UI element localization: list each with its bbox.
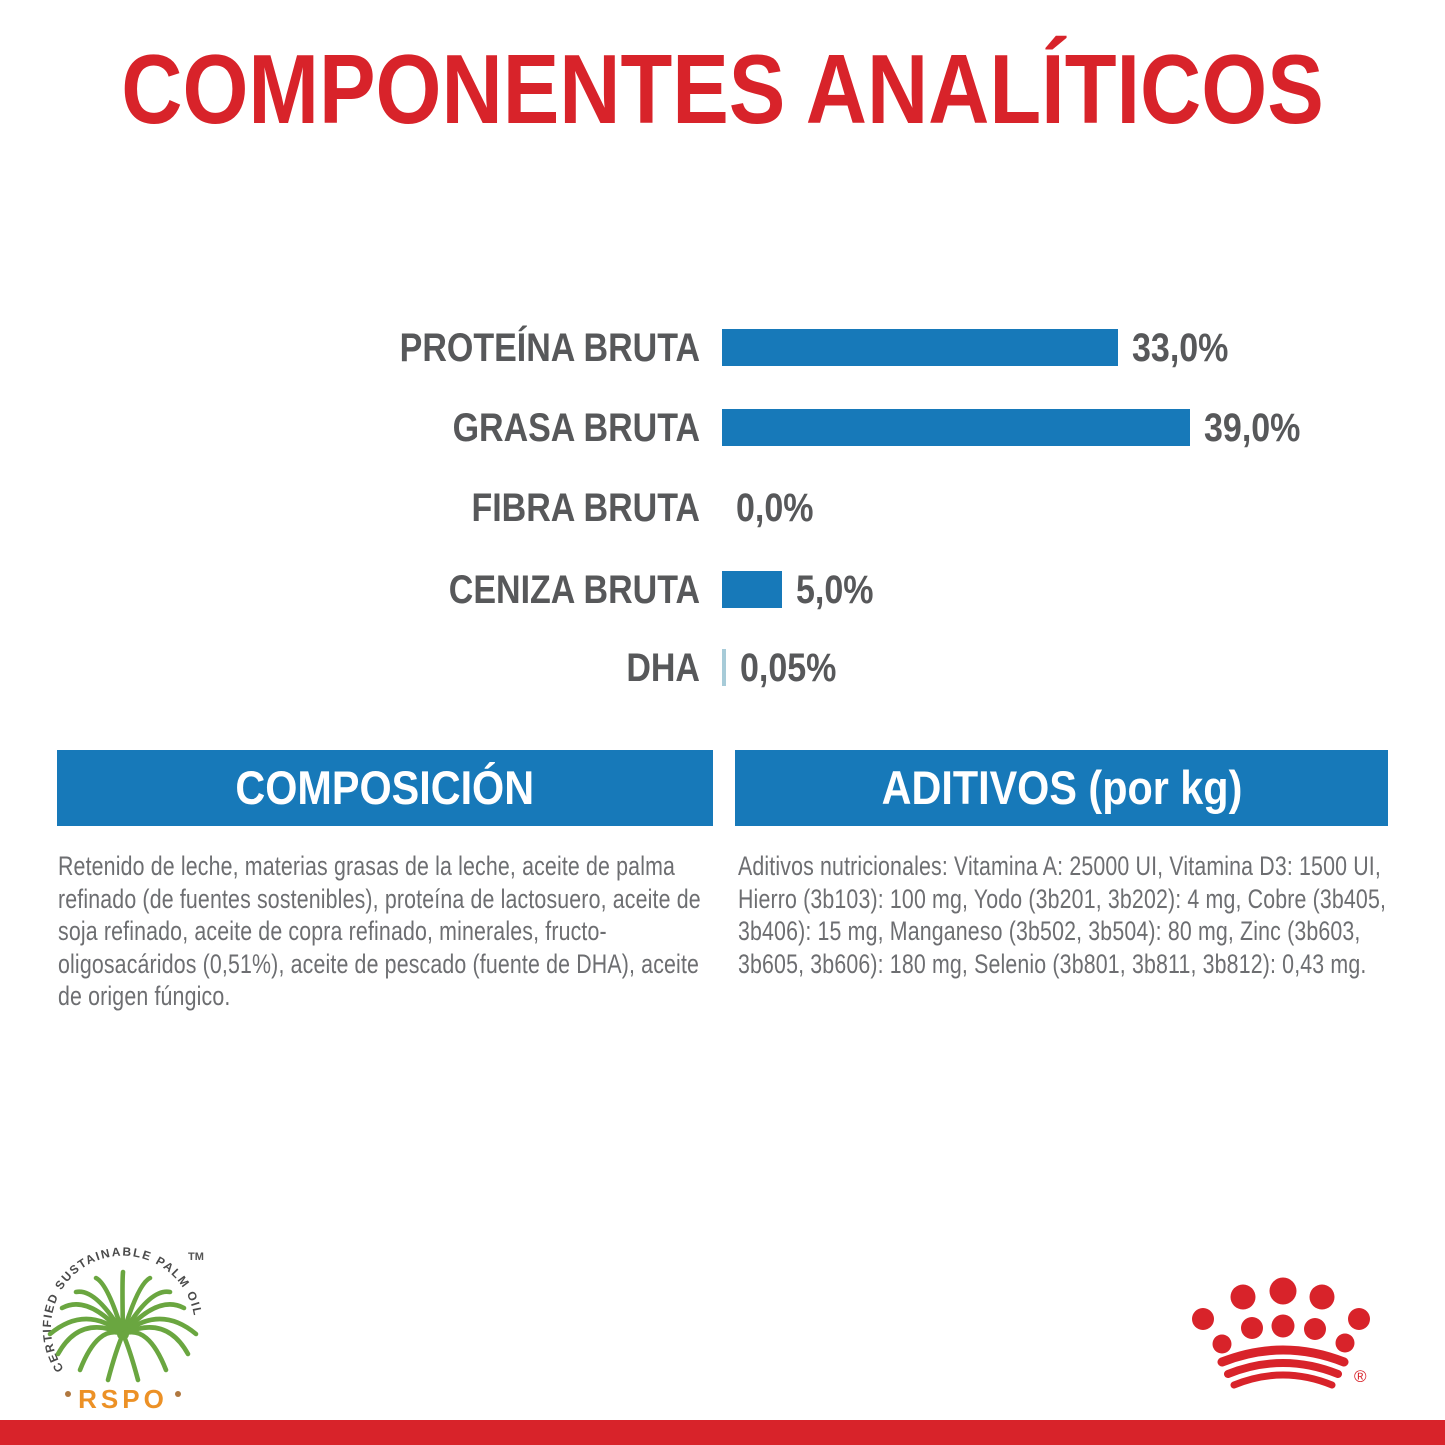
chart-row-label: FIBRA BRUTA <box>471 486 700 530</box>
additives-header: ADITIVOS (por kg) <box>735 750 1388 826</box>
palm-tree-icon <box>47 1269 199 1383</box>
composition-body: Retenido de leche, materias grasas de la… <box>58 851 701 1011</box>
rspo-separator-dot <box>175 1391 181 1397</box>
chart-row-label: GRASA BRUTA <box>452 406 700 450</box>
chart-bar <box>722 571 782 608</box>
chart-value: 0,05% <box>740 646 837 690</box>
additives-body: Aditivos nutricionales: Vitamina A: 2500… <box>738 851 1387 979</box>
crown-dots <box>1192 1277 1370 1354</box>
chart-row-label: DHA <box>626 646 700 690</box>
additives-header-label: ADITIVOS (por kg) <box>881 761 1242 814</box>
chart-row-label: PROTEÍNA BRUTA <box>399 326 700 370</box>
chart-bar <box>722 329 1118 366</box>
chart-value: 33,0% <box>1132 326 1229 370</box>
rspo-logo: CERTIFIED SUSTAINABLE PALM OIL TM RSPO <box>40 1245 204 1414</box>
chart-value: 5,0% <box>796 568 874 612</box>
composition-header: COMPOSICIÓN <box>57 750 713 826</box>
crown-arcs <box>1217 1345 1349 1389</box>
chart-value: 0,0% <box>736 486 814 530</box>
composition-header-label: COMPOSICIÓN <box>235 761 535 814</box>
footer-red-bar <box>0 1420 1445 1445</box>
page-title: COMPONENTES ANALÍTICOS <box>121 34 1324 144</box>
chart-value: 39,0% <box>1204 406 1301 450</box>
registered-trademark-icon: ® <box>1354 1367 1367 1386</box>
chart-bar <box>722 409 1190 446</box>
royal-canin-crown-icon: ® <box>1192 1277 1370 1389</box>
chart-bar-dha <box>722 649 726 686</box>
chart-row-label: CENIZA BRUTA <box>448 568 700 612</box>
rspo-label: RSPO <box>78 1384 168 1414</box>
rspo-tm: TM <box>188 1251 204 1263</box>
rspo-separator-dot <box>65 1391 71 1397</box>
